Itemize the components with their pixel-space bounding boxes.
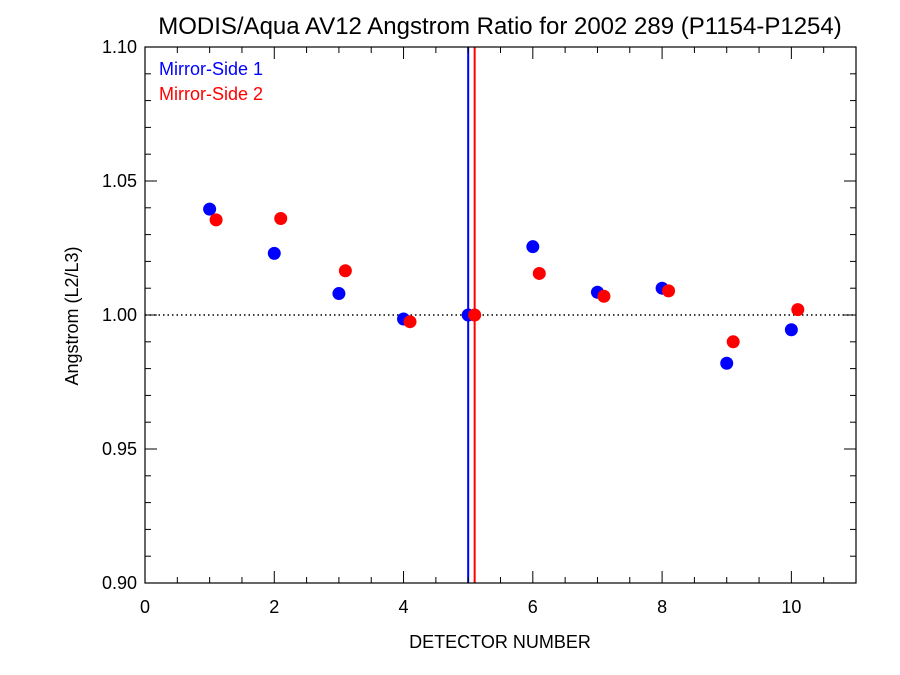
legend: Mirror-Side 1 Mirror-Side 2 bbox=[159, 59, 263, 104]
data-point-series-2 bbox=[791, 303, 805, 317]
legend-entry-1: Mirror-Side 1 bbox=[159, 59, 263, 79]
data-point-series-2 bbox=[209, 213, 223, 227]
y-tick-label: 0.95 bbox=[102, 439, 137, 459]
data-point-series-1 bbox=[784, 323, 798, 337]
data-point-series-2 bbox=[468, 308, 482, 322]
data-point-series-1 bbox=[720, 356, 734, 370]
chart-title: MODIS/Aqua AV12 Angstrom Ratio for 2002 … bbox=[158, 13, 842, 40]
plot-area: 0 2 4 6 8 10 0.90 0.95 1.00 1.05 1.10 bbox=[102, 37, 857, 617]
x-tick-label: 8 bbox=[657, 597, 667, 617]
y-tick-label: 0.90 bbox=[102, 573, 137, 593]
data-point-series-2 bbox=[403, 315, 417, 329]
data-point-series-2 bbox=[597, 289, 611, 303]
x-tick-label: 4 bbox=[399, 597, 409, 617]
x-tick-label: 0 bbox=[140, 597, 150, 617]
data-point-series-2 bbox=[532, 266, 546, 280]
data-point-series-2 bbox=[274, 212, 288, 226]
data-point-series-1 bbox=[332, 287, 346, 301]
y-tick-label: 1.05 bbox=[102, 171, 137, 191]
x-tick-label: 2 bbox=[269, 597, 279, 617]
y-tick-label: 1.10 bbox=[102, 37, 137, 57]
data-point-series-1 bbox=[526, 240, 540, 254]
data-point-series-1 bbox=[267, 246, 281, 260]
data-point-series-2 bbox=[726, 335, 740, 349]
data-point-series-2 bbox=[662, 284, 676, 298]
x-axis-label: DETECTOR NUMBER bbox=[409, 632, 591, 652]
legend-entry-2: Mirror-Side 2 bbox=[159, 84, 263, 104]
x-tick-label: 6 bbox=[528, 597, 538, 617]
data-point-series-2 bbox=[338, 264, 352, 278]
data-point-series-1 bbox=[203, 202, 217, 216]
x-tick-label: 10 bbox=[781, 597, 801, 617]
y-tick-label: 1.00 bbox=[102, 305, 137, 325]
y-axis-label: Angstrom (L2/L3) bbox=[62, 246, 82, 385]
